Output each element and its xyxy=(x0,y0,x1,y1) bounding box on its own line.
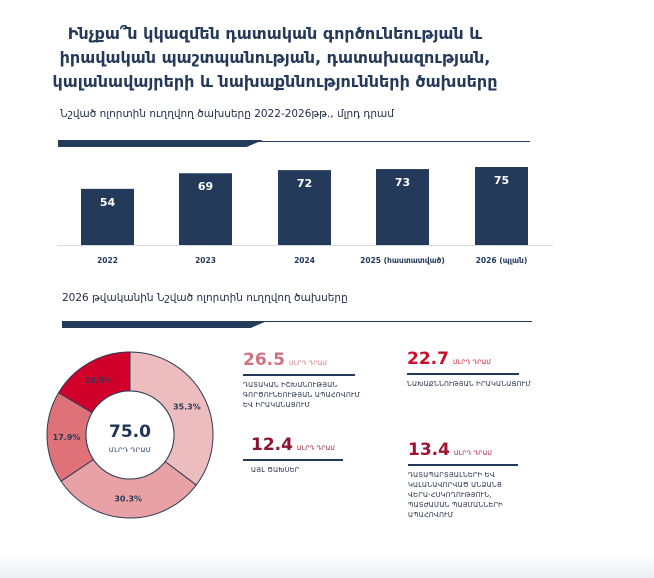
bar-value-label: 54 xyxy=(100,196,116,209)
donut-heading-accent xyxy=(62,321,267,328)
donut-slice-label: 35.3% xyxy=(173,403,201,412)
donut-slice-label: 30.3% xyxy=(114,494,142,503)
bar xyxy=(278,170,331,245)
bar-value-label: 75 xyxy=(494,174,509,187)
stat-rule xyxy=(408,464,518,466)
bar-heading-accent xyxy=(58,140,263,147)
donut-center-value: 75.0 xyxy=(109,422,151,442)
bar-chart: 54 2022 69 2023 72 2024 73 2025 (հաստատված) 75 20… xyxy=(57,167,553,265)
stat-rule xyxy=(243,459,343,461)
page-title: Ինչքա՞ն կկազմեն դատական գործունեության և… xyxy=(52,24,498,91)
x-tick-label: 2023 xyxy=(195,256,216,265)
bar xyxy=(475,167,528,245)
bar-heading-rule xyxy=(58,141,530,142)
stat-value: 22.7 xyxy=(407,349,449,369)
stat-unit: ՄԼՐԴ ԴՐԱՄ xyxy=(296,445,336,452)
stat-unit: ՄԼՐԴ ԴՐԱՄ xyxy=(453,450,493,457)
stat-other: 12.4 ՄԼՐԴ ԴՐԱՄ ԱՅԼ ԾԱԽՍԵՐ xyxy=(243,435,381,475)
donut-chart-heading: 2026 թվականին Նշված ոլորտին ուղղվող ծախս… xyxy=(62,292,348,304)
stat-label: ԱՅԼ ԾԱԽՍԵՐ xyxy=(251,466,300,474)
stat-unit: ՄԼՐԴ ԴՐԱՄ xyxy=(288,360,328,367)
donut-heading-rule xyxy=(62,321,532,322)
stat-rule xyxy=(243,374,355,376)
bar xyxy=(81,188,134,245)
stat-label: ԴԱՏԱՊԱՐՏՅԱԼՆԵՐԻ ԵՎ ԿԱԼԱՆԱՎՈՐՎԱԾ ԱՆՁԱՆՑ Վ… xyxy=(408,471,503,519)
bar-value-label: 69 xyxy=(198,180,213,193)
donut-chart: 35.3% 30.3% 17.9% 16.5% 75.0 ՄԼՐԴ ԴՐԱՄ xyxy=(46,351,214,519)
stat-label: ՆԱԽԱՔՆՆՈՒԹՅԱՆ ԻՐԱԿԱՆԱՑՈՒՄ xyxy=(407,380,531,388)
stat-unit: ՄԼՐԴ ԴՐԱՄ xyxy=(452,359,492,366)
bar xyxy=(376,169,429,245)
x-tick-label: 2022 xyxy=(97,256,118,265)
x-tick-label: 2026 (պլան) xyxy=(476,256,528,265)
bar xyxy=(179,173,232,245)
x-tick-label: 2024 xyxy=(294,256,315,265)
stat-value: 12.4 xyxy=(251,435,293,455)
stat-label: ԴԱՏԱԿԱՆ ԻՇԽԱՆՈՒԹՅԱՆ ԳՈՐԾՈՒՆԵՈՒԹՅԱՆ ԱՊԱՀՈ… xyxy=(243,381,361,409)
x-tick-label: 2025 (հաստատված) xyxy=(360,256,445,265)
bar-value-label: 72 xyxy=(297,177,312,190)
bar-value-label: 73 xyxy=(395,176,410,189)
donut-hole xyxy=(85,390,175,480)
bar-chart-heading: Նշված ոլորտին ուղղվող ծախսերը 2022-2026թ… xyxy=(60,108,394,120)
donut-center-unit: ՄԼՐԴ ԴՐԱՄ xyxy=(109,446,151,454)
stat-penitentiary: 13.4 ՄԼՐԴ ԴՐԱՄ ԴԱՏԱՊԱՐՏՅԱԼՆԵՐԻ ԵՎ ԿԱԼԱՆԱՎ… xyxy=(408,440,528,520)
stat-value: 26.5 xyxy=(243,350,285,370)
stat-rule xyxy=(407,373,519,375)
stat-judicial: 26.5 ՄԼՐԴ ԴՐԱՄ ԴԱՏԱԿԱՆ ԻՇԽԱՆՈՒԹՅԱՆ ԳՈՐԾՈՒ… xyxy=(243,350,373,410)
stat-investigation: 22.7 ՄԼՐԴ ԴՐԱՄ ՆԱԽԱՔՆՆՈՒԹՅԱՆ ԻՐԱԿԱՆԱՑՈՒՄ xyxy=(407,349,557,389)
donut-slice-label: 16.5% xyxy=(85,376,113,385)
stat-value: 13.4 xyxy=(408,440,450,460)
donut-slice-label: 17.9% xyxy=(53,433,81,442)
